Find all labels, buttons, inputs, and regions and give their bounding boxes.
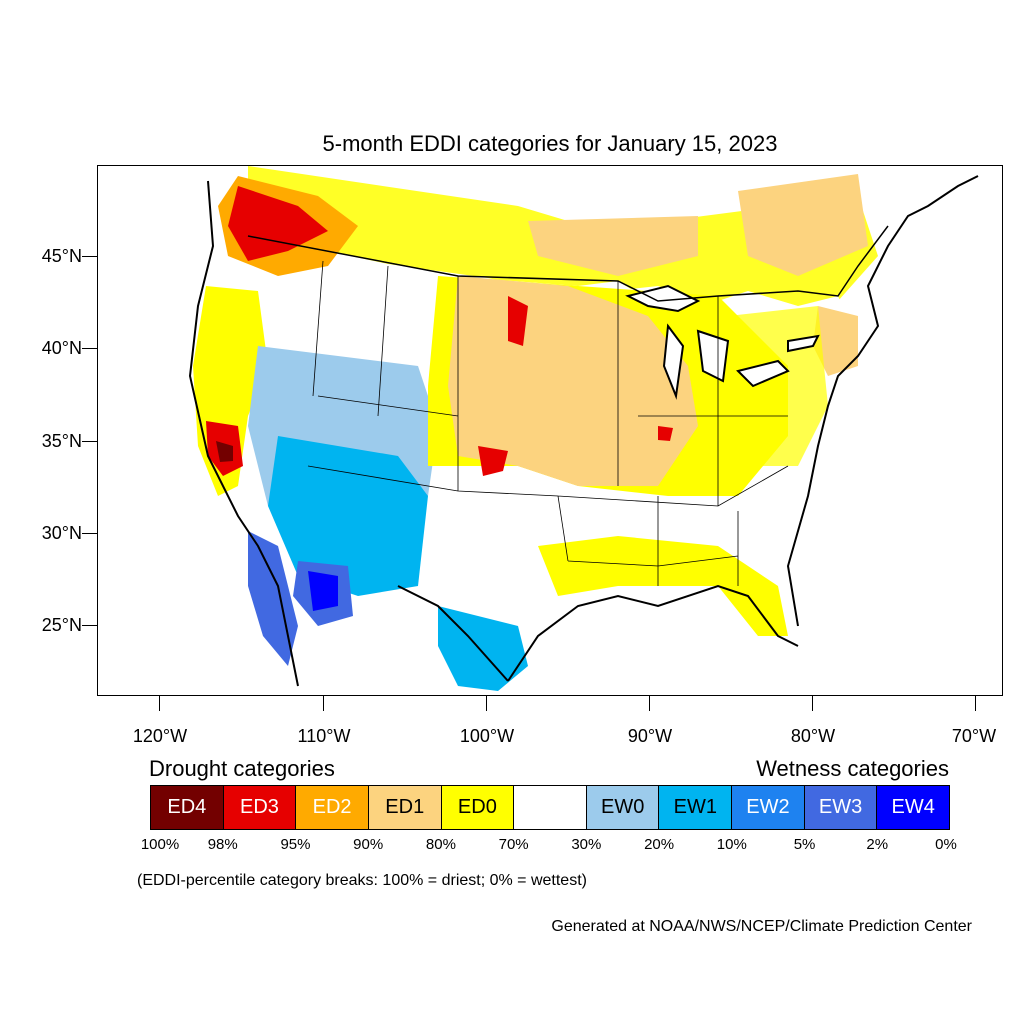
- coastline: [188, 175, 979, 687]
- credit-line: Generated at NOAA/NWS/NCEP/Climate Predi…: [551, 918, 972, 935]
- percent-break: 30%: [571, 836, 602, 853]
- percent-break: 80%: [425, 836, 456, 853]
- midwest-ed3: [658, 426, 673, 441]
- percent-break: 2%: [866, 836, 889, 853]
- lon-tick: [649, 696, 650, 711]
- lat-tick: [82, 533, 97, 534]
- southern-plains-ed3: [478, 446, 508, 476]
- percent-break: 98%: [207, 836, 238, 853]
- pnw-ed3: [228, 186, 328, 261]
- lon-tick: [812, 696, 813, 711]
- canada-ed1-north: [528, 216, 698, 276]
- lon-label-90w: 90°W: [627, 726, 673, 746]
- percent-break: 20%: [644, 836, 675, 853]
- percent-break: 90%: [353, 836, 384, 853]
- percent-break: 10%: [716, 836, 747, 853]
- southwest-ew1: [268, 436, 428, 596]
- gulf-ed0: [538, 536, 788, 636]
- map-graphic: [188, 166, 979, 691]
- lat-tick: [82, 625, 97, 626]
- lat-tick: [82, 256, 97, 257]
- legend-swatch-ed0: ED0: [441, 786, 515, 829]
- lon-label-120w: 120°W: [132, 726, 188, 746]
- dakotas-ed3: [508, 296, 528, 346]
- lon-tick: [323, 696, 324, 711]
- legend-swatch-ed4: ED4: [151, 786, 224, 829]
- lon-tick: [975, 696, 976, 711]
- canada-ed1-northeast: [738, 174, 868, 276]
- percent-break: 5%: [793, 836, 816, 853]
- legend-swatch-ew2: EW2: [732, 786, 805, 829]
- lon-label-110w: 110°W: [297, 726, 351, 746]
- northeast-ed1: [813, 306, 858, 376]
- lat-label-45n: 45°N: [41, 246, 82, 266]
- lon-label-100w: 100°W: [459, 726, 515, 746]
- map-title: 5-month EDDI categories for January 15, …: [322, 131, 778, 156]
- lat-label-35n: 35°N: [41, 431, 82, 451]
- legend-bar: ED4 ED3 ED2 ED1 ED0 EW0 EW1 EW2 EW3 EW4: [150, 785, 950, 830]
- lon-label-70w: 70°W: [951, 726, 997, 746]
- sonora-ew4: [308, 571, 338, 611]
- lon-label-80w: 80°W: [790, 726, 836, 746]
- great-lakes: [625, 284, 820, 400]
- lat-label-25n: 25°N: [41, 615, 82, 635]
- legend-swatch-ew4: EW4: [877, 786, 950, 829]
- legend-swatch-neutral: [514, 786, 587, 829]
- percent-break: 95%: [280, 836, 311, 853]
- lat-label-40n: 40°N: [41, 338, 82, 358]
- percent-break: 0%: [935, 836, 957, 853]
- legend-swatch-ed1: ED1: [368, 786, 442, 829]
- legend-swatch-ew3: EW3: [804, 786, 878, 829]
- lon-tick: [486, 696, 487, 711]
- drought-heading: Drought categories: [149, 756, 335, 781]
- lon-tick: [159, 696, 160, 711]
- lat-tick: [82, 348, 97, 349]
- legend-swatch-ew1: EW1: [659, 786, 733, 829]
- eddi-map: [97, 165, 1003, 696]
- legend-swatch-ed2: ED2: [296, 786, 369, 829]
- legend-swatch-ew0: EW0: [586, 786, 660, 829]
- percent-break: 100%: [140, 836, 180, 853]
- wetness-heading: Wetness categories: [756, 756, 949, 781]
- legend-swatch-ed3: ED3: [223, 786, 297, 829]
- percent-break: 70%: [498, 836, 529, 853]
- california-ed4: [216, 441, 233, 462]
- category-note: (EDDI-percentile category breaks: 100% =…: [137, 872, 587, 889]
- baja-ew3: [248, 531, 298, 666]
- lat-tick: [82, 441, 97, 442]
- canada-border: [247, 225, 889, 302]
- lat-label-30n: 30°N: [41, 523, 82, 543]
